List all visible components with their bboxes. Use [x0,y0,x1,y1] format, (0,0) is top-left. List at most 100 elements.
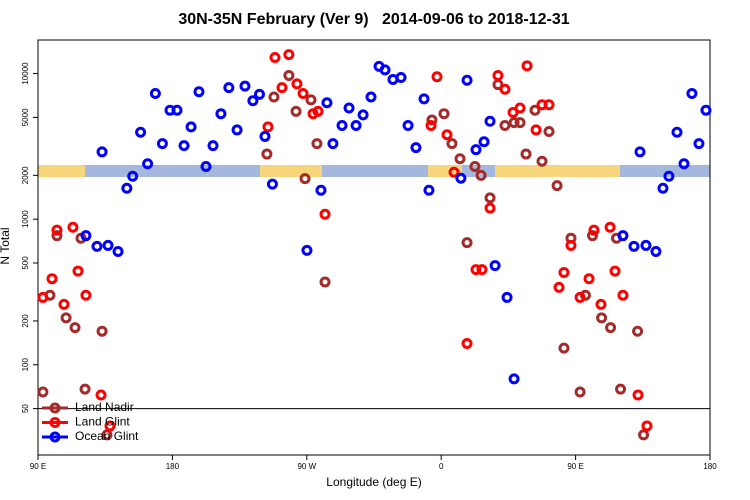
point [543,125,555,137]
point [37,386,49,398]
point [475,169,487,181]
point [290,105,302,117]
x-tick-label: 180 [166,462,180,471]
point [207,140,219,152]
land-band [495,165,620,177]
y-tick-label: 500 [21,256,30,270]
x-tick-label: 90 E [30,462,46,471]
point [80,230,92,242]
point [58,298,70,310]
point [657,182,669,194]
point [357,109,369,121]
point [454,153,466,165]
point [343,102,355,114]
legend-label: Ocean Glint [75,429,139,443]
point [410,142,422,154]
point [104,420,116,432]
y-tick-label: 200 [21,314,30,328]
point [215,108,227,120]
point [551,180,563,192]
point [262,121,274,133]
y-axis-label: N Total [0,227,12,264]
x-tick-label: 180 [703,462,717,471]
legend-marker [49,431,61,443]
point [69,322,81,334]
point [336,119,348,131]
point [529,104,541,116]
point [470,264,482,276]
point [350,119,362,131]
point [95,389,107,401]
point [247,95,259,107]
point [469,160,481,172]
point [102,239,114,251]
y-tick-label: 1000 [21,210,30,228]
x-tick-label: 90 E [567,462,583,471]
point [628,240,640,252]
point [671,126,683,138]
point [579,289,591,301]
point [91,240,103,252]
point [291,78,303,90]
point [305,94,317,106]
point [312,105,324,117]
point [605,322,617,334]
point [301,244,313,256]
point [586,230,598,242]
point [231,124,243,136]
legend-item: Land Glint [42,415,130,429]
point [583,273,595,285]
point [632,389,644,401]
point [135,126,147,138]
legend-item: Land Nadir [42,400,134,414]
point [37,291,49,303]
point [489,260,501,272]
point [72,265,84,277]
point [476,264,488,276]
land-band [260,165,322,177]
point [365,91,377,103]
y-tick-label: 100 [21,358,30,372]
point [634,146,646,158]
point [641,420,653,432]
point [521,60,533,72]
point [67,221,79,233]
ocean-band [322,165,428,177]
point [543,99,555,111]
point [269,51,281,63]
point [478,136,490,148]
point [640,239,652,251]
point [596,312,608,324]
point [638,429,650,441]
point [520,148,532,160]
point [315,184,327,196]
point [632,325,644,337]
point [492,69,504,81]
point [663,170,675,182]
point [299,173,311,185]
x-tick-label: 90 W [297,462,316,471]
point [185,121,197,133]
point [588,224,600,236]
point [402,119,414,131]
point [693,138,705,150]
point [700,104,712,116]
point [431,71,443,83]
point [514,117,526,129]
point [615,383,627,395]
point [530,124,542,136]
point [319,276,331,288]
y-tick-label: 2000 [21,166,30,184]
point [484,115,496,127]
point [259,130,271,142]
point [311,138,323,150]
point [501,291,513,303]
point [80,289,92,301]
plot-frame [37,39,711,456]
point [438,108,450,120]
point [321,97,333,109]
point [239,80,251,92]
point [470,144,482,156]
point [171,104,183,116]
point [79,383,91,395]
